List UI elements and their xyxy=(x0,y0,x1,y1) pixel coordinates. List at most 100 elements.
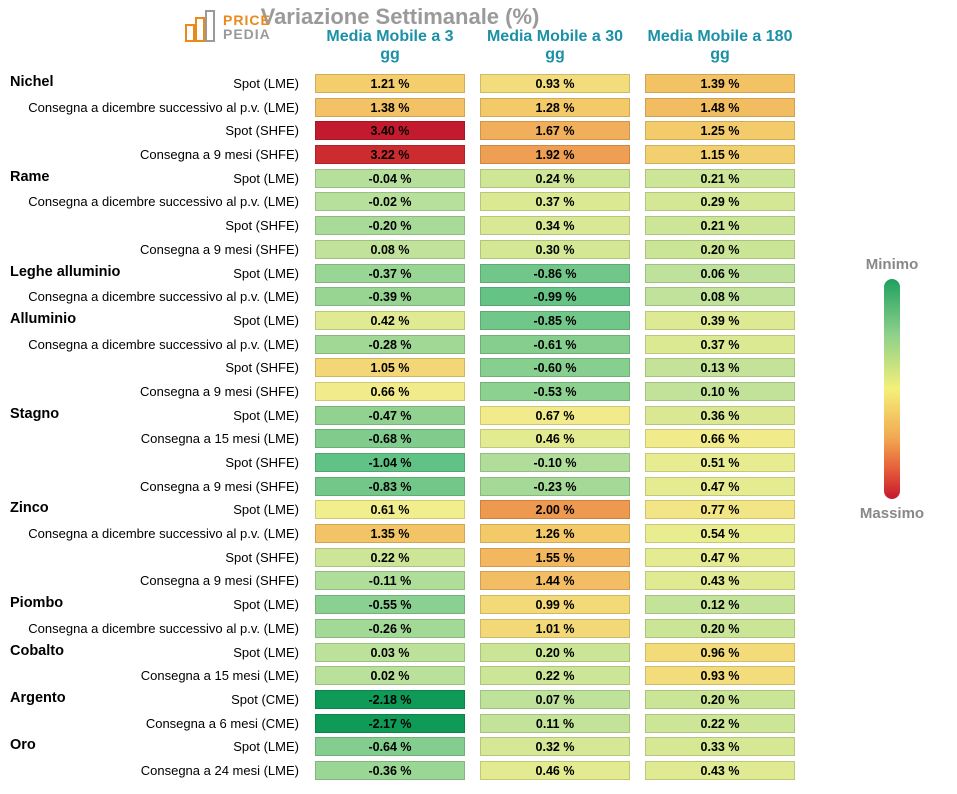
sub-label: Consegna a dicembre successivo al p.v. (… xyxy=(0,194,305,209)
value-cells: -0.47 %0.67 %0.36 % xyxy=(315,406,810,425)
column-headers: Media Mobile a 3 gg Media Mobile a 30 gg… xyxy=(315,28,810,65)
sub-label: Spot (LME) xyxy=(0,171,305,186)
value-cell: -0.20 % xyxy=(315,216,465,235)
value-cell: -0.47 % xyxy=(315,406,465,425)
sub-label: Spot (SHFE) xyxy=(0,550,305,565)
value-cell: 1.01 % xyxy=(480,619,630,638)
sub-label: Spot (LME) xyxy=(0,502,305,517)
table-row: Consegna a 6 mesi (CME)-2.17 %0.11 %0.22… xyxy=(0,712,800,736)
logo-text-1: PRICE xyxy=(223,13,271,27)
legend-min-label: Minimo xyxy=(847,256,937,273)
value-cells: 0.02 %0.22 %0.93 % xyxy=(315,666,810,685)
sub-label: Spot (LME) xyxy=(0,313,305,328)
value-cell: 0.37 % xyxy=(645,335,795,354)
value-cell: 0.77 % xyxy=(645,500,795,519)
value-cell: -2.17 % xyxy=(315,714,465,733)
value-cell: -0.86 % xyxy=(480,264,630,283)
value-cells: 1.35 %1.26 %0.54 % xyxy=(315,524,810,543)
value-cell: -0.28 % xyxy=(315,335,465,354)
value-cells: 1.05 % -0.60 % 0.13 % xyxy=(315,358,810,377)
logo-icon xyxy=(185,10,219,44)
value-cell: 0.08 % xyxy=(315,240,465,259)
value-cell: 0.37 % xyxy=(480,192,630,211)
value-cell: -0.37 % xyxy=(315,264,465,283)
col-header-1: Media Mobile a 3 gg xyxy=(315,28,465,65)
value-cell: 0.32 % xyxy=(480,737,630,756)
sub-label: Spot (LME) xyxy=(0,645,305,660)
sub-label: Consegna a 9 mesi (SHFE) xyxy=(0,384,305,399)
value-cell: -0.83 % xyxy=(315,477,465,496)
value-cell: 0.42 % xyxy=(315,311,465,330)
value-cells: -0.39 % -0.99 % 0.08 % xyxy=(315,287,810,306)
sub-label: Consegna a dicembre successivo al p.v. (… xyxy=(0,526,305,541)
value-cell: 0.43 % xyxy=(645,571,795,590)
value-cell: 0.08 % xyxy=(645,287,795,306)
value-cell: 1.21 % xyxy=(315,74,465,93)
table-row: Consegna a 9 mesi (SHFE)-0.11 %1.44 %0.4… xyxy=(0,569,800,593)
value-cell: 0.67 % xyxy=(480,406,630,425)
value-cell: -0.10 % xyxy=(480,453,630,472)
value-cell: -0.23 % xyxy=(480,477,630,496)
value-cell: 1.05 % xyxy=(315,358,465,377)
sub-label: Consegna a dicembre successivo al p.v. (… xyxy=(0,621,305,636)
value-cell: -0.39 % xyxy=(315,287,465,306)
value-cell: 0.02 % xyxy=(315,666,465,685)
value-cell: 1.48 % xyxy=(645,98,795,117)
value-cell: -0.61 % xyxy=(480,335,630,354)
value-cell: 0.06 % xyxy=(645,264,795,283)
table-row: Spot (SHFE)1.05 %-0.60 %0.13 % xyxy=(0,356,800,380)
value-cell: -0.11 % xyxy=(315,571,465,590)
table-row: ZincoSpot (LME)0.61 %2.00 %0.77 % xyxy=(0,498,800,522)
value-cell: 1.44 % xyxy=(480,571,630,590)
table-row: Consegna a dicembre successivo al p.v. (… xyxy=(0,285,800,309)
value-cells: -1.04 %-0.10 %0.51 % xyxy=(315,453,810,472)
sub-label: Spot (SHFE) xyxy=(0,123,305,138)
value-cell: 0.96 % xyxy=(645,643,795,662)
sub-label: Consegna a 9 mesi (SHFE) xyxy=(0,242,305,257)
table-row: Consegna a 15 mesi (LME)0.02 %0.22 %0.93… xyxy=(0,664,800,688)
table-row: Spot (SHFE)3.40 %1.67 %1.25 % xyxy=(0,119,800,143)
sub-label: Spot (SHFE) xyxy=(0,455,305,470)
value-cell: 3.22 % xyxy=(315,145,465,164)
sub-label: Spot (LME) xyxy=(0,266,305,281)
value-cell: -0.60 % xyxy=(480,358,630,377)
value-cell: -0.64 % xyxy=(315,737,465,756)
table-row: Consegna a dicembre successivo al p.v. (… xyxy=(0,333,800,357)
value-cell: 1.35 % xyxy=(315,524,465,543)
col-header-2: Media Mobile a 30 gg xyxy=(480,28,630,65)
sub-label: Consegna a dicembre successivo al p.v. (… xyxy=(0,337,305,352)
value-cell: -0.99 % xyxy=(480,287,630,306)
table-row: AlluminioSpot (LME)0.42 %-0.85 %0.39 % xyxy=(0,309,800,333)
value-cell: 0.03 % xyxy=(315,643,465,662)
value-cells: 0.66 %-0.53 %0.10 % xyxy=(315,382,810,401)
sub-label: Consegna a 9 mesi (SHFE) xyxy=(0,147,305,162)
value-cell: 0.13 % xyxy=(645,358,795,377)
value-cell: -1.04 % xyxy=(315,453,465,472)
value-cell: -0.55 % xyxy=(315,595,465,614)
value-cell: 0.30 % xyxy=(480,240,630,259)
table-row: Consegna a 24 mesi (LME)-0.36 %0.46 %0.4… xyxy=(0,759,800,783)
value-cell: 1.26 % xyxy=(480,524,630,543)
value-cells: -0.55 %0.99 %0.12 % xyxy=(315,595,810,614)
value-cells: 0.03 % 0.20 % 0.96 % xyxy=(315,643,810,662)
value-cell: 0.20 % xyxy=(480,643,630,662)
value-cell: -0.68 % xyxy=(315,429,465,448)
value-cell: 1.38 % xyxy=(315,98,465,117)
value-cells: -0.26 %1.01 %0.20 % xyxy=(315,619,810,638)
table-row: RameSpot (LME)-0.04 %0.24 %0.21 % xyxy=(0,167,800,191)
value-cells: -0.36 %0.46 %0.43 % xyxy=(315,761,810,780)
value-cell: 1.92 % xyxy=(480,145,630,164)
value-cell: -0.04 % xyxy=(315,169,465,188)
value-cells: 0.61 %2.00 %0.77 % xyxy=(315,500,810,519)
color-legend: Minimo Massimo xyxy=(847,250,937,528)
value-cell: -0.53 % xyxy=(480,382,630,401)
value-cell: 0.21 % xyxy=(645,169,795,188)
value-cell: 0.47 % xyxy=(645,548,795,567)
value-cell: 0.43 % xyxy=(645,761,795,780)
value-cells: -0.02 %0.37 %0.29 % xyxy=(315,192,810,211)
value-cell: 1.39 % xyxy=(645,74,795,93)
value-cell: 1.25 % xyxy=(645,121,795,140)
value-cell: 0.24 % xyxy=(480,169,630,188)
sub-label: Consegna a 9 mesi (SHFE) xyxy=(0,479,305,494)
table-row: Consegna a 9 mesi (SHFE)-0.83 %-0.23 %0.… xyxy=(0,475,800,499)
